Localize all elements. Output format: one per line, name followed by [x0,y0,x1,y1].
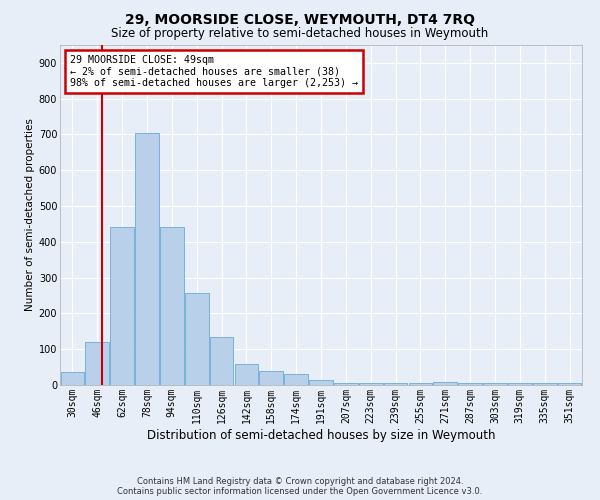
Bar [135,132,159,385]
Bar [61,372,84,385]
Bar [259,372,283,385]
Bar [284,374,308,385]
Bar [110,227,134,385]
Bar [558,383,581,385]
Bar [309,380,333,385]
Bar [533,383,557,385]
Bar [508,383,532,385]
Bar [384,383,407,385]
Bar [185,292,209,385]
Bar [409,383,432,385]
Bar [160,227,184,385]
Y-axis label: Number of semi-detached properties: Number of semi-detached properties [25,118,35,312]
Bar [235,364,258,385]
Bar [359,383,383,385]
Text: 29, MOORSIDE CLOSE, WEYMOUTH, DT4 7RQ: 29, MOORSIDE CLOSE, WEYMOUTH, DT4 7RQ [125,12,475,26]
Bar [458,383,482,385]
Bar [483,383,507,385]
Bar [334,383,358,385]
Text: Contains HM Land Registry data © Crown copyright and database right 2024.
Contai: Contains HM Land Registry data © Crown c… [118,476,482,496]
Text: Size of property relative to semi-detached houses in Weymouth: Size of property relative to semi-detach… [112,28,488,40]
Bar [85,342,109,385]
X-axis label: Distribution of semi-detached houses by size in Weymouth: Distribution of semi-detached houses by … [147,428,495,442]
Bar [210,336,233,385]
Text: 29 MOORSIDE CLOSE: 49sqm
← 2% of semi-detached houses are smaller (38)
98% of se: 29 MOORSIDE CLOSE: 49sqm ← 2% of semi-de… [70,55,358,88]
Bar [433,382,457,385]
